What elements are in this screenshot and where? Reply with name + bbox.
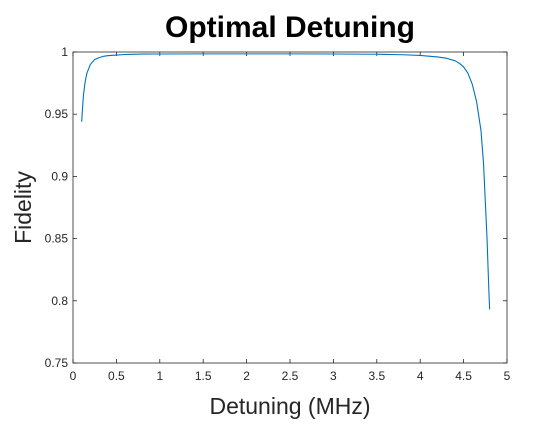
chart-title: Optimal Detuning xyxy=(165,11,415,44)
y-tick-label: 0.95 xyxy=(45,107,69,121)
y-tick-label: 0.75 xyxy=(45,356,69,370)
x-tick-label: 3 xyxy=(330,369,337,383)
y-tick-label: 1 xyxy=(61,45,68,59)
y-tick-label: 0.85 xyxy=(45,232,69,246)
x-tick-label: 1.5 xyxy=(195,369,212,383)
plot-area xyxy=(73,52,507,363)
x-tick-label: 2.5 xyxy=(282,369,299,383)
x-tick-label: 1 xyxy=(156,369,163,383)
x-tick-label: 4.5 xyxy=(455,369,472,383)
y-tick-label: 0.8 xyxy=(51,294,68,308)
x-tick-label: 3.5 xyxy=(368,369,385,383)
x-tick-label: 2 xyxy=(243,369,250,383)
x-tick-label: 0.5 xyxy=(108,369,125,383)
y-axis-label: Fidelity xyxy=(10,171,36,244)
x-tick-label: 4 xyxy=(417,369,424,383)
x-tick-label: 5 xyxy=(504,369,511,383)
x-axis-label: Detuning (MHz) xyxy=(209,393,370,419)
x-tick-label: 0 xyxy=(70,369,77,383)
y-tick-label: 0.9 xyxy=(51,169,68,183)
